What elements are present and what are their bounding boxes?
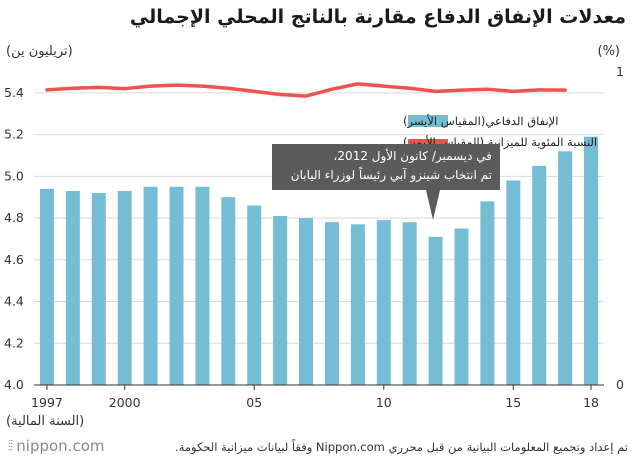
legend-bar-swatch	[408, 115, 448, 127]
bar	[480, 201, 495, 385]
x-tick-label: 18	[583, 395, 599, 410]
x-tick-label: 2000	[109, 395, 141, 410]
bar	[65, 190, 80, 385]
bar	[39, 188, 54, 385]
y-left-tick-label: 4.2	[4, 335, 24, 350]
source-note: تم إعداد وتجميع المعلومات البيانية من قب…	[175, 440, 628, 454]
logo-text: nippon.com	[16, 437, 105, 455]
left-axis-unit: (تريليون ين)	[6, 44, 73, 59]
nippon-logo: ⦙⦙ nippon.com	[8, 437, 105, 455]
x-tick-label: 15	[505, 395, 521, 410]
bar	[350, 224, 365, 385]
callout-line-1: في ديسمبر/ كانون الأول 2012،	[333, 149, 492, 163]
bar	[299, 218, 314, 385]
bar	[376, 220, 391, 385]
bar	[506, 180, 521, 385]
bar	[247, 205, 262, 385]
bar	[558, 151, 573, 385]
bar	[584, 136, 599, 385]
bar	[273, 215, 288, 385]
x-axis-label: (السنة المالية)	[6, 414, 85, 429]
bar	[195, 186, 210, 385]
y-left-tick-label: 5.2	[4, 127, 24, 142]
bar	[169, 186, 184, 385]
bar	[221, 197, 236, 385]
x-tick-label: 10	[376, 395, 392, 410]
bar	[402, 222, 417, 385]
legend-line-swatch	[408, 139, 448, 144]
y-right-tick-label: 0	[616, 377, 624, 392]
logo-mark-icon: ⦙⦙	[8, 438, 13, 454]
callout-line-2: تم انتخاب شينزو آبي رئيساً لوزراء اليابا…	[290, 168, 492, 182]
chart-title: معدلات الإنفاق الدفاع مقارنة بالناتج الم…	[129, 6, 626, 28]
bars-layer	[39, 136, 599, 385]
callout-pointer	[426, 190, 440, 220]
annotation-callout: في ديسمبر/ كانون الأول 2012، تم انتخاب ش…	[272, 144, 500, 190]
y-right-tick-label: 1	[616, 64, 624, 79]
legend: الإنفاق الدفاعي(المقياس الأيسر) النسبة ا…	[403, 114, 597, 150]
bar	[324, 222, 339, 385]
axes-layer: 4.0 4.2 4.4 4.6 4.8 5.0 5.2 5.4 0 1 1997 2000 05 10 15…	[4, 64, 624, 410]
y-left-tick-label: 4.0	[4, 377, 24, 392]
bar	[428, 236, 443, 385]
bar	[117, 190, 132, 385]
bar	[454, 228, 469, 385]
legend-bar-label: الإنفاق الدفاعي(المقياس الأيسر)	[403, 114, 558, 129]
x-tick-label: 05	[246, 395, 262, 410]
y-left-tick-label: 4.8	[4, 210, 24, 225]
right-axis-unit: (%)	[597, 44, 621, 59]
y-left-tick-label: 5.0	[4, 168, 24, 183]
x-tick-label: 1997	[31, 395, 63, 410]
bar	[91, 193, 106, 385]
y-left-tick-label: 4.6	[4, 252, 24, 267]
percentage-line	[45, 82, 567, 98]
bar	[532, 165, 547, 385]
y-left-tick-label: 4.4	[4, 294, 24, 309]
line-layer	[45, 82, 567, 98]
y-left-tick-label: 5.4	[4, 85, 24, 100]
bar	[143, 186, 158, 385]
